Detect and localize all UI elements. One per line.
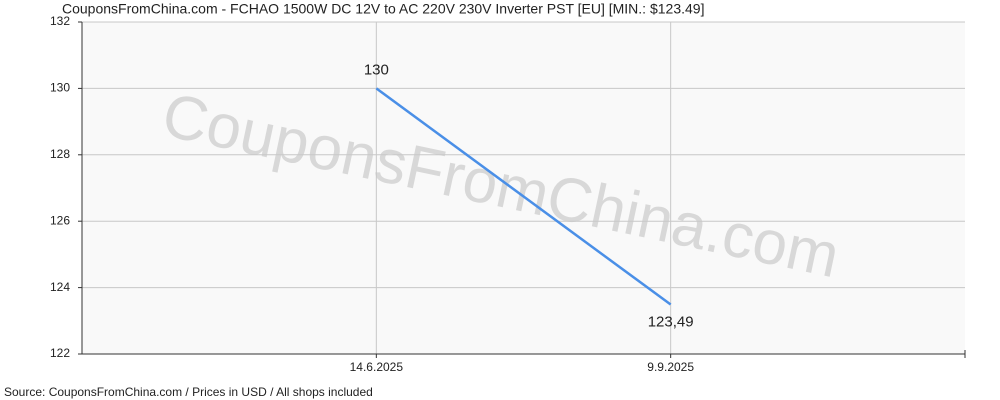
data-label: 130 <box>364 61 389 78</box>
y-tick-label: 124 <box>50 280 70 294</box>
data-label: 123,49 <box>648 314 694 331</box>
plot-area <box>82 22 965 354</box>
source-note: Source: CouponsFromChina.com / Prices in… <box>4 385 373 399</box>
y-tick-label: 122 <box>50 346 70 360</box>
price-line <box>375 87 672 306</box>
y-tick-label: 128 <box>50 147 70 161</box>
y-tick-label: 132 <box>50 14 70 28</box>
y-tick-label: 130 <box>50 81 70 95</box>
chart-title: CouponsFromChina.com - FCHAO 1500W DC 12… <box>62 1 704 17</box>
y-tick-label: 126 <box>50 213 70 227</box>
x-tick-label: 9.9.2025 <box>647 360 694 374</box>
x-tick-label: 14.6.2025 <box>350 360 404 374</box>
